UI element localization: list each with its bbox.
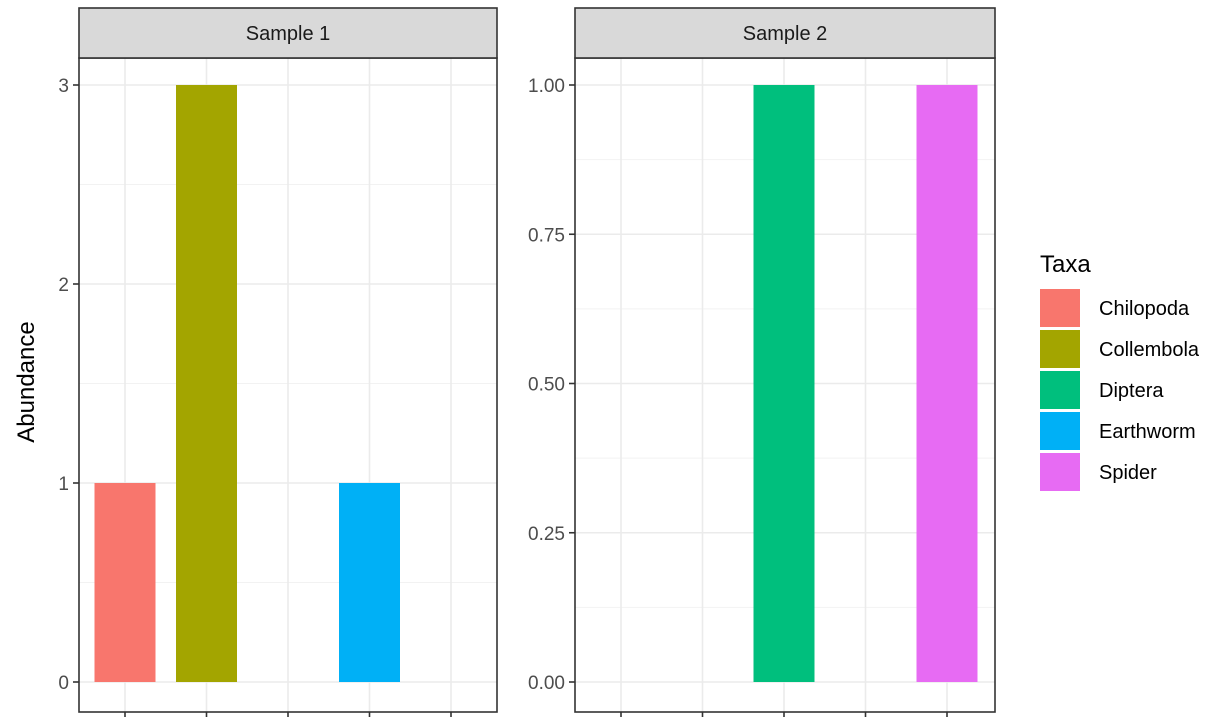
facets-group: Sample 1 0 1 2 3 Sample 2 0.00 0.25 0.50 0.75 1.00 bbox=[58, 7, 996, 717]
y-axis-title: Abundance bbox=[13, 321, 40, 442]
legend-label-spider: Spider bbox=[1099, 462, 1157, 484]
y-tick-label: 0.25 bbox=[528, 524, 565, 545]
bar-diptera bbox=[753, 85, 815, 682]
y-tick-label: 2 bbox=[58, 275, 69, 296]
legend-key-spider bbox=[1040, 453, 1080, 491]
bar-chilopoda bbox=[94, 483, 156, 682]
y-tick-label: 1.00 bbox=[528, 76, 565, 97]
legend-label-diptera: Diptera bbox=[1099, 380, 1164, 402]
y-tick-label: 0 bbox=[58, 673, 69, 694]
facet-strip-label: Sample 2 bbox=[743, 23, 828, 45]
legend-label-collembola: Collembola bbox=[1099, 339, 1200, 361]
bar-spider bbox=[916, 85, 978, 682]
legend-key-earthworm bbox=[1040, 412, 1080, 450]
y-tick-label: 0.50 bbox=[528, 375, 565, 396]
legend-label-chilopoda: Chilopoda bbox=[1099, 298, 1190, 320]
legend-label-earthworm: Earthworm bbox=[1099, 421, 1196, 443]
y-tick-label: 0.00 bbox=[528, 673, 565, 694]
y-tick-label: 0.75 bbox=[528, 225, 565, 246]
legend-key-collembola bbox=[1040, 330, 1080, 368]
legend-key-diptera bbox=[1040, 371, 1080, 409]
legend: Taxa Chilopoda Collembola Diptera Earthworm… bbox=[1040, 251, 1200, 491]
y-tick-label: 3 bbox=[58, 76, 69, 97]
facet-strip-label: Sample 1 bbox=[246, 23, 331, 45]
facet-strip bbox=[78, 7, 498, 59]
facet-strip bbox=[574, 7, 996, 59]
bar-earthworm bbox=[339, 483, 400, 682]
bar-collembola bbox=[176, 85, 237, 682]
legend-key-chilopoda bbox=[1040, 289, 1080, 327]
legend-title: Taxa bbox=[1040, 251, 1091, 278]
legend-items: Chilopoda Collembola Diptera Earthworm Spide… bbox=[1040, 289, 1200, 491]
facet-panel-2: Sample 2 0.00 0.25 0.50 0.75 1.00 bbox=[528, 7, 996, 717]
facet-panel-1: Sample 1 0 1 2 3 bbox=[58, 7, 498, 717]
y-tick-label: 1 bbox=[58, 474, 69, 495]
